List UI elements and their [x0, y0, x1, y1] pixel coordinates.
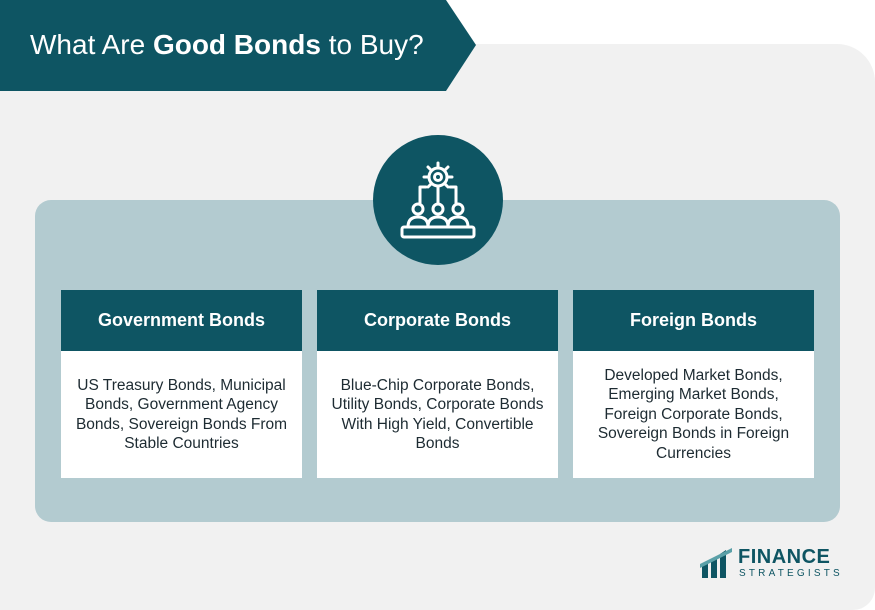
- page-title: What Are Good Bonds to Buy?: [30, 27, 424, 63]
- card-text: Developed Market Bonds, Emerging Market …: [597, 366, 790, 462]
- card-body: Developed Market Bonds, Emerging Market …: [573, 351, 814, 478]
- logo-word-finance: FINANCE: [738, 546, 831, 568]
- card-corporate-bonds: Corporate Bonds Blue-Chip Corporate Bond…: [317, 290, 558, 478]
- gear-people-network-icon: [400, 161, 476, 239]
- card-title: Corporate Bonds: [317, 290, 558, 351]
- logo-word-strategists: STRATEGISTS: [739, 568, 843, 579]
- card-body: Blue-Chip Corporate Bonds, Utility Bonds…: [317, 351, 558, 478]
- title-suffix: to Buy?: [320, 29, 424, 60]
- central-icon-circle: [373, 135, 503, 265]
- title-bold: Good Bonds: [152, 29, 321, 60]
- card-government-bonds: Government Bonds US Treasury Bonds, Muni…: [61, 290, 302, 478]
- logo-mark-icon: [700, 548, 732, 578]
- card-body: US Treasury Bonds, Municipal Bonds, Gove…: [61, 351, 302, 478]
- card-title: Foreign Bonds: [573, 290, 814, 351]
- card-text: US Treasury Bonds, Municipal Bonds, Gove…: [75, 376, 288, 453]
- card-title: Government Bonds: [61, 290, 302, 351]
- title-banner: What Are Good Bonds to Buy?: [0, 0, 476, 91]
- title-prefix: What Are: [30, 29, 153, 60]
- card-text: Blue-Chip Corporate Bonds, Utility Bonds…: [331, 376, 544, 453]
- card-foreign-bonds: Foreign Bonds Developed Market Bonds, Em…: [573, 290, 814, 478]
- finance-strategists-logo: FINANCE STRATEGISTS: [700, 546, 840, 582]
